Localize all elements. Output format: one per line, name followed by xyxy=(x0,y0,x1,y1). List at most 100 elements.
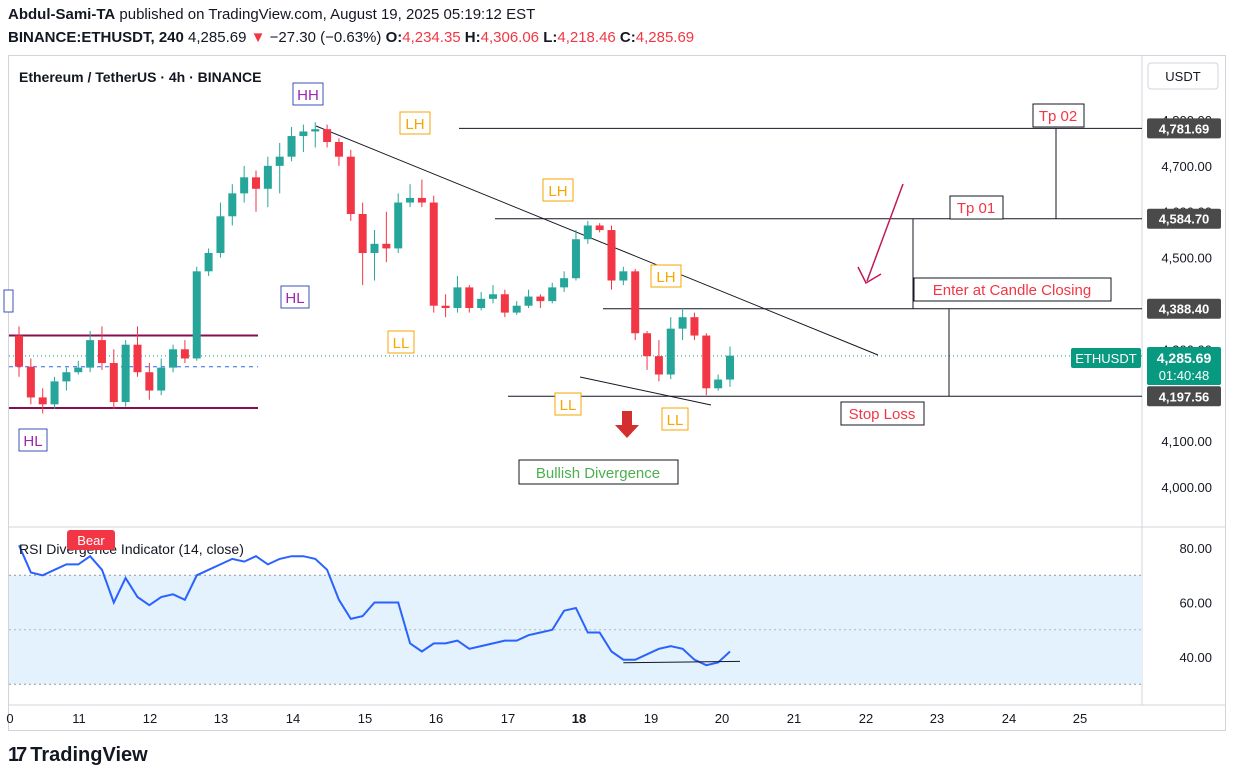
ohlc-line: BINANCE:ETHUSDT, 240 4,285.69 ▼ −27.30 (… xyxy=(8,29,694,46)
candle-body xyxy=(726,355,734,380)
offscreen-label-box xyxy=(3,289,14,313)
candle-body xyxy=(571,239,580,279)
time-axis-label: 0 xyxy=(6,711,13,726)
candle-body xyxy=(216,216,225,253)
ll-2-text: LL xyxy=(560,397,577,414)
candle-body xyxy=(192,271,201,359)
symbol-label: BINANCE:ETHUSDT, 240 xyxy=(8,29,184,46)
candle-body xyxy=(524,296,533,306)
price-tag-box xyxy=(1147,118,1221,139)
candle-body xyxy=(169,349,178,368)
time-axis-label: 12 xyxy=(143,711,157,726)
price-tag-box xyxy=(1147,298,1221,319)
label-lh-1[interactable]: LH xyxy=(399,111,431,135)
candle-body xyxy=(560,278,569,288)
label-lh-3[interactable]: LH xyxy=(650,264,682,288)
lh-2-text: LH xyxy=(548,183,567,200)
last-price: 4,285.69 xyxy=(188,29,247,46)
candle-body xyxy=(62,372,71,382)
candle-body xyxy=(500,294,509,313)
time-axis-label: 20 xyxy=(715,711,729,726)
tp02-label[interactable]: Tp 02 xyxy=(1032,103,1085,128)
enter-label[interactable]: Enter at Candle Closing xyxy=(913,277,1112,302)
stop-loss-label[interactable]: Stop Loss xyxy=(840,401,925,426)
down-arrow-icon: ▼ xyxy=(250,29,266,46)
candle-body xyxy=(548,287,557,302)
candle-body xyxy=(240,177,249,194)
tp01-text: Tp 01 xyxy=(957,200,995,217)
price-tag-box xyxy=(1147,208,1221,229)
candle-body xyxy=(643,333,652,357)
label-ll-1[interactable]: LL xyxy=(387,330,415,354)
label-hl-top[interactable]: HL xyxy=(280,285,310,309)
candle-body xyxy=(394,202,403,249)
bullish-divergence-label[interactable]: Bullish Divergence xyxy=(518,459,679,485)
tradingview-logo[interactable]: 17 TradingView xyxy=(8,744,148,767)
candle-body xyxy=(180,349,189,359)
price-divergence-line xyxy=(579,376,712,406)
candle-body xyxy=(311,129,320,132)
entry-arrow-head xyxy=(857,266,882,285)
candle-body xyxy=(50,381,59,405)
time-axis-label: 14 xyxy=(286,711,300,726)
candle-body xyxy=(157,367,166,391)
currency-label: USDT xyxy=(1165,69,1200,84)
ll-1-text: LL xyxy=(393,335,410,352)
candle-body xyxy=(346,156,355,215)
label-hh[interactable]: HH xyxy=(292,82,324,106)
tp01-label[interactable]: Tp 01 xyxy=(949,195,1004,220)
label-ll-2[interactable]: LL xyxy=(554,392,582,416)
candle-body xyxy=(38,397,47,405)
entry-arrow xyxy=(866,183,904,282)
hl-top-text: HL xyxy=(285,290,304,307)
candle-body xyxy=(619,271,628,281)
price-tag-text: 4,197.56 xyxy=(1159,389,1210,404)
candle-body xyxy=(275,156,284,166)
price-tag-text: 4,388.40 xyxy=(1159,302,1210,317)
current-price-tag: ETHUSDT 4,285.69 01:40:48 xyxy=(1071,347,1221,385)
open-value: 4,234.35 xyxy=(402,29,461,46)
open-label: O: xyxy=(385,29,403,46)
currency-button[interactable] xyxy=(1147,62,1219,90)
candle-body xyxy=(145,372,154,391)
candle-body xyxy=(417,197,426,203)
candle-body xyxy=(477,298,486,309)
enter-text: Enter at Candle Closing xyxy=(933,282,1091,299)
high-label: H: xyxy=(464,29,481,46)
time-axis-label: 22 xyxy=(859,711,873,726)
label-lh-2[interactable]: LH xyxy=(542,178,574,202)
published-text: published on TradingView.com, August 19,… xyxy=(119,6,536,23)
candle-body xyxy=(631,271,640,334)
price-tag-text: 4,584.70 xyxy=(1159,212,1210,227)
price-tag-text: 4,781.69 xyxy=(1159,121,1210,136)
price-axis-label: 4,500.00 xyxy=(1161,251,1212,266)
label-ll-3[interactable]: LL xyxy=(661,407,689,431)
candle-body xyxy=(489,294,497,299)
down-arrow-icon xyxy=(615,411,639,438)
low-value: 4,218.46 xyxy=(557,29,616,46)
candle-body xyxy=(453,287,462,309)
candle-body xyxy=(121,344,130,403)
time-axis-label: 21 xyxy=(787,711,801,726)
candle-body xyxy=(595,225,604,231)
rsi-axis-label: 60.00 xyxy=(1179,596,1212,611)
candle-body xyxy=(133,344,142,373)
candle-body xyxy=(15,335,23,367)
candle-body xyxy=(666,328,675,375)
candle-body xyxy=(536,296,545,302)
bear-text: Bear xyxy=(77,533,105,548)
candle-body xyxy=(334,142,343,157)
chart-title: Ethereum / TetherUS · 4h · BINANCE xyxy=(19,69,261,85)
rsi-axis-label: 40.00 xyxy=(1179,650,1212,665)
candle-body xyxy=(109,363,118,403)
candle-body xyxy=(429,202,438,306)
candle-body xyxy=(382,243,391,249)
author-name[interactable]: Abdul-Sami-TA xyxy=(8,6,116,23)
candle-body xyxy=(323,129,332,143)
time-axis-label: 11 xyxy=(72,711,86,726)
label-hl-bottom[interactable]: HL xyxy=(18,428,48,452)
time-axis-label: 17 xyxy=(501,711,515,726)
candle-body xyxy=(263,165,272,189)
tradingview-logo-text: TradingView xyxy=(30,744,148,766)
